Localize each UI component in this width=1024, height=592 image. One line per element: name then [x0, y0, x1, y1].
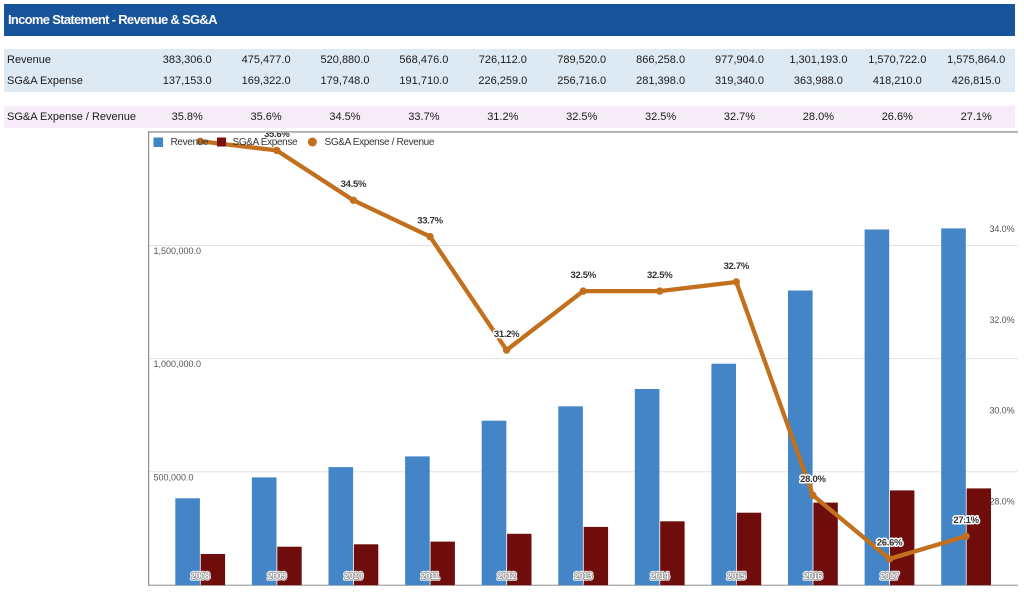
svg-text:2008: 2008: [191, 571, 209, 581]
svg-text:1,000,000.0: 1,000,000.0: [154, 359, 202, 369]
svg-text:2010: 2010: [344, 571, 362, 581]
svg-text:SG&A Expense / Revenue: SG&A Expense / Revenue: [325, 137, 435, 148]
svg-text:27.1%: 27.1%: [953, 515, 979, 526]
svg-text:2010: 2010: [344, 571, 362, 581]
svg-text:35.8%: 35.8%: [187, 120, 213, 131]
svg-text:1,500,000.0: 1,500,000.0: [154, 246, 202, 256]
svg-text:34.0%: 34.0%: [989, 224, 1014, 234]
svg-text:2016: 2016: [804, 571, 822, 581]
svg-text:SG&A Expense: SG&A Expense: [233, 137, 299, 148]
svg-text:33.7%: 33.7%: [417, 215, 443, 226]
svg-text:2015: 2015: [727, 571, 745, 581]
svg-text:32.5%: 32.5%: [647, 270, 673, 281]
svg-text:Revenue: Revenue: [171, 137, 209, 148]
svg-text:35.6%: 35.6%: [264, 129, 290, 140]
svg-text:30.0%: 30.0%: [989, 406, 1014, 416]
svg-text:26.6%: 26.6%: [877, 538, 903, 549]
svg-text:2009: 2009: [268, 571, 286, 581]
svg-text:2011: 2011: [421, 571, 439, 581]
svg-text:28.0%: 28.0%: [800, 474, 826, 485]
svg-text:2017: 2017: [881, 571, 899, 581]
svg-text:2013: 2013: [574, 571, 592, 581]
svg-text:2016: 2016: [804, 571, 822, 581]
svg-text:34.5%: 34.5%: [341, 179, 367, 190]
svg-text:500,000.0: 500,000.0: [154, 472, 194, 482]
svg-text:32.5%: 32.5%: [570, 270, 596, 281]
svg-text:32.0%: 32.0%: [989, 315, 1014, 325]
svg-text:2015: 2015: [727, 571, 745, 581]
svg-text:2011: 2011: [421, 571, 439, 581]
svg-text:2009: 2009: [268, 571, 286, 581]
svg-text:31.2%: 31.2%: [494, 329, 520, 340]
svg-text:32.7%: 32.7%: [724, 261, 750, 272]
svg-text:2014: 2014: [651, 571, 669, 581]
svg-text:2008: 2008: [191, 571, 209, 581]
svg-text:2017: 2017: [881, 571, 899, 581]
svg-text:28.0%: 28.0%: [989, 496, 1014, 506]
svg-text:2014: 2014: [651, 571, 669, 581]
svg-text:2012: 2012: [498, 571, 516, 581]
svg-text:2013: 2013: [574, 571, 592, 581]
svg-text:2012: 2012: [498, 571, 516, 581]
